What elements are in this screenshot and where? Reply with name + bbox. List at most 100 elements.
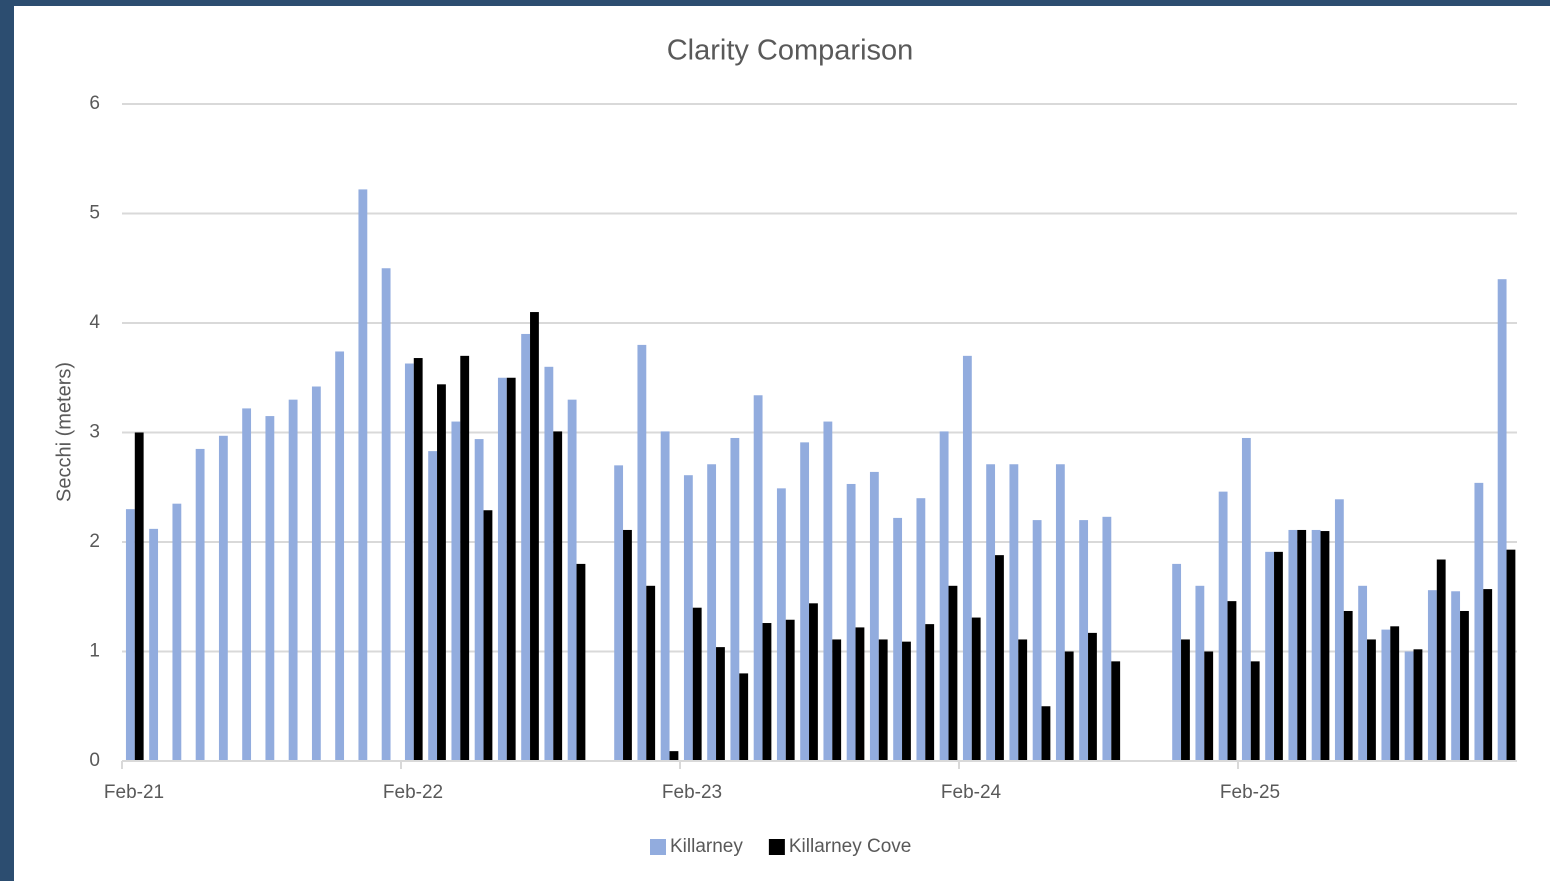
y-axis-label: Secchi (meters) (53, 362, 75, 502)
bar (1181, 639, 1190, 761)
legend-label: Killarney (670, 836, 743, 857)
bar (1242, 438, 1251, 761)
bar (693, 608, 702, 761)
bar (521, 334, 530, 761)
bar (265, 416, 274, 761)
bar (879, 639, 888, 761)
bar (1405, 652, 1414, 762)
x-tick-label: Feb-21 (104, 782, 164, 803)
bar (475, 439, 484, 761)
bar (614, 465, 623, 761)
chart-title: Clarity Comparison (667, 35, 914, 67)
y-tick-label: 1 (89, 641, 100, 662)
bar (1033, 520, 1042, 761)
bar (1042, 706, 1051, 761)
bar (172, 504, 181, 761)
bar (358, 189, 367, 761)
bar (800, 442, 809, 761)
bar (1228, 601, 1237, 761)
bar (786, 620, 795, 761)
bar (661, 431, 670, 761)
x-tick-label: Feb-22 (383, 782, 443, 803)
bar (1274, 552, 1283, 761)
chart: Clarity Comparison Secchi (meters) 01234… (0, 0, 1550, 881)
bar (1507, 550, 1516, 761)
bar (1335, 499, 1344, 761)
bar (1381, 630, 1390, 761)
bar (1079, 520, 1088, 761)
y-tick-label: 2 (89, 531, 100, 552)
bar (963, 356, 972, 761)
x-tick-label: Feb-24 (941, 782, 1002, 803)
bar (553, 431, 562, 761)
bar (684, 475, 693, 761)
bar (916, 498, 925, 761)
legend-label: Killarney Cove (789, 836, 912, 857)
bar (823, 422, 832, 761)
bar (1018, 639, 1027, 761)
bar (1065, 652, 1074, 762)
legend-swatch (769, 839, 785, 855)
y-tick-label: 6 (89, 93, 100, 114)
bar (646, 586, 655, 761)
bar (1428, 590, 1437, 761)
bar (940, 431, 949, 761)
bar (995, 555, 1004, 761)
bar (1056, 464, 1065, 761)
bar (730, 438, 739, 761)
bar (716, 647, 725, 761)
bar (986, 464, 995, 761)
bar (893, 518, 902, 761)
bar (312, 387, 321, 761)
bar (1414, 649, 1423, 761)
bar (335, 351, 344, 761)
bar (1102, 517, 1111, 761)
bar (382, 268, 391, 761)
bar (414, 358, 423, 761)
bar (451, 422, 460, 761)
y-tick-label: 0 (89, 750, 100, 771)
bar (1288, 530, 1297, 761)
bar (577, 564, 586, 761)
bar (196, 449, 205, 761)
bar (972, 618, 981, 761)
bar (856, 627, 865, 761)
bar (754, 395, 763, 761)
bar (1358, 586, 1367, 761)
bar (437, 384, 446, 761)
bar (428, 451, 437, 761)
bar (1088, 633, 1097, 761)
bar (870, 472, 879, 761)
bar (219, 436, 228, 761)
bar (1483, 589, 1492, 761)
bar (925, 624, 934, 761)
bar (1297, 530, 1306, 761)
bar (707, 464, 716, 761)
bar (544, 367, 553, 761)
y-tick-label: 3 (89, 422, 100, 443)
bar (135, 433, 144, 762)
bar (149, 529, 158, 761)
bar (1498, 279, 1507, 761)
legend-swatch (650, 839, 666, 855)
bar (1009, 464, 1018, 761)
bar (777, 488, 786, 761)
bar (289, 400, 298, 761)
bar (1251, 661, 1260, 761)
bar (484, 510, 493, 761)
bar (1474, 483, 1483, 761)
bar (1265, 552, 1274, 761)
page: Clarity Comparison Secchi (meters) 01234… (0, 0, 1550, 881)
bar (809, 603, 818, 761)
bar (847, 484, 856, 761)
bar (1195, 586, 1204, 761)
bar (242, 408, 251, 761)
bar (1451, 591, 1460, 761)
bar (832, 639, 841, 761)
bar (1312, 530, 1321, 761)
bar (1219, 492, 1228, 761)
bar (623, 530, 632, 761)
bar (507, 378, 516, 761)
bar (670, 751, 679, 761)
bar (126, 509, 135, 761)
